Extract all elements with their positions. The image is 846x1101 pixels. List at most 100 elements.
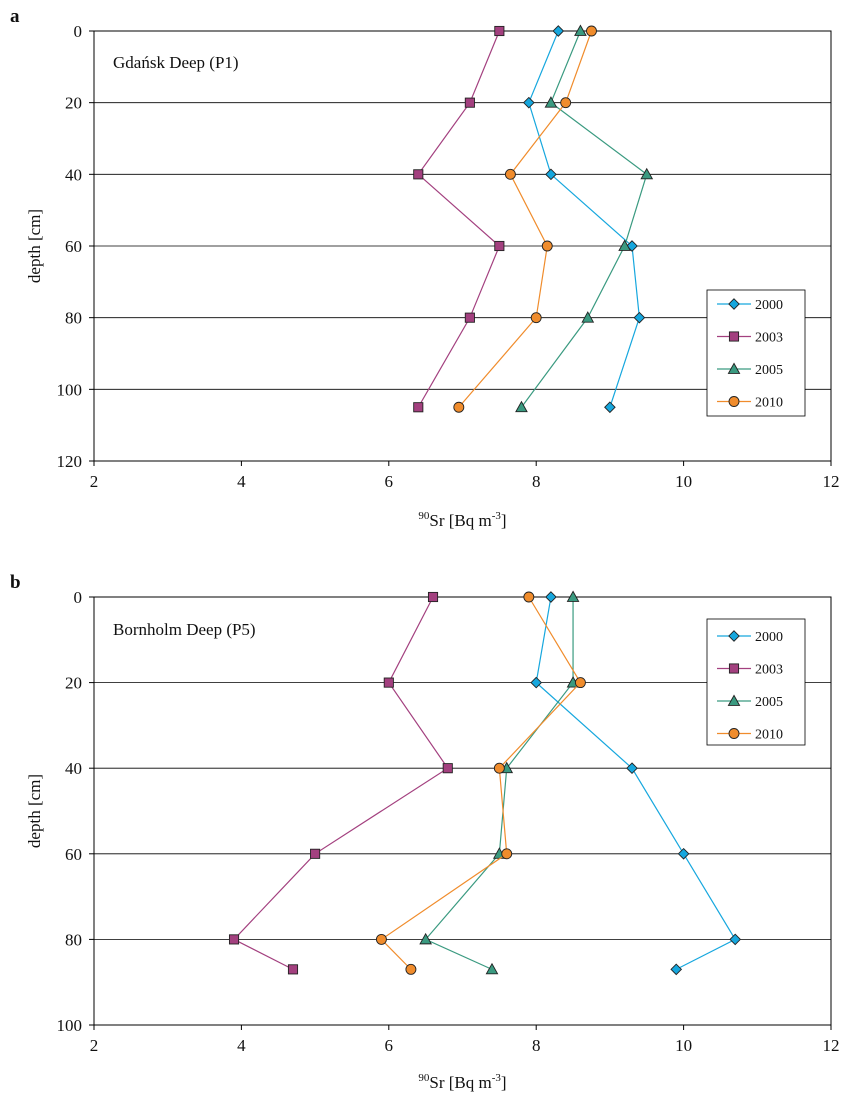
legend-marker-diamond bbox=[728, 630, 740, 642]
x-axis-label-isotope-mass: 90 bbox=[418, 1072, 430, 1084]
legend-marker-circle bbox=[728, 728, 740, 739]
panel-letter: a bbox=[10, 6, 20, 27]
x-tick-label: 10 bbox=[675, 472, 692, 491]
y-tick-label: 0 bbox=[74, 588, 83, 607]
data-point-triangle bbox=[515, 400, 528, 413]
x-axis-label: 90Sr [Bq m-3] bbox=[418, 510, 506, 530]
data-point-triangle bbox=[640, 167, 654, 180]
data-point-diamond bbox=[729, 933, 742, 946]
data-point-triangle bbox=[566, 590, 580, 602]
data-point-circle bbox=[493, 762, 505, 774]
legend-marker-circle bbox=[728, 396, 740, 407]
y-tick-label: 40 bbox=[65, 759, 82, 778]
x-axis-label-close: ] bbox=[501, 511, 507, 530]
data-point-circle bbox=[375, 933, 387, 945]
data-point-circle bbox=[541, 240, 553, 252]
y-tick-label: 20 bbox=[65, 674, 82, 693]
data-point-triangle bbox=[618, 239, 632, 251]
y-tick-label: 80 bbox=[65, 930, 82, 949]
x-tick-label: 8 bbox=[532, 1036, 541, 1055]
plot-frame bbox=[93, 596, 832, 1026]
legend: 2000 2003 2005 2010 bbox=[706, 289, 806, 417]
y-axis-label: depth [cm] bbox=[25, 209, 44, 283]
x-axis-label-isotope-mass: 90 bbox=[418, 510, 430, 522]
x-axis-label-close: ] bbox=[501, 1073, 507, 1092]
series-2005 bbox=[419, 590, 580, 975]
legend-marker-triangle bbox=[727, 362, 741, 374]
series-line bbox=[458, 30, 593, 408]
series-2010 bbox=[453, 25, 597, 413]
y-tick-label: 20 bbox=[65, 94, 82, 113]
x-tick-label: 10 bbox=[675, 1036, 692, 1055]
series-line bbox=[528, 30, 640, 408]
legend-marker-square bbox=[728, 663, 740, 674]
data-point-square bbox=[287, 964, 299, 975]
x-tick-label: 6 bbox=[385, 1036, 394, 1055]
data-point-triangle bbox=[574, 24, 587, 36]
series-2003 bbox=[413, 25, 505, 413]
x-tick-label: 12 bbox=[823, 1036, 840, 1055]
y-tick-label: 60 bbox=[65, 237, 82, 256]
site-label: Bornholm Deep (P5) bbox=[113, 620, 256, 639]
y-tick-label: 40 bbox=[65, 165, 82, 184]
data-point-square bbox=[383, 677, 394, 688]
data-point-circle bbox=[501, 848, 513, 860]
legend-label: 2005 bbox=[755, 363, 783, 378]
x-axis-label-exponent: -3 bbox=[492, 1072, 502, 1084]
x-tick-label: 4 bbox=[237, 472, 246, 491]
legend-label: 2000 bbox=[755, 630, 783, 645]
data-point-diamond bbox=[552, 25, 565, 37]
legend-label: 2000 bbox=[755, 298, 783, 313]
panel-letter: b bbox=[10, 572, 21, 593]
legend-marker-diamond bbox=[728, 298, 740, 310]
x-axis-label-text: Sr [Bq m bbox=[429, 511, 491, 530]
y-tick-label: 100 bbox=[57, 1016, 83, 1035]
data-point-triangle bbox=[485, 962, 499, 975]
y-tick-label: 100 bbox=[57, 380, 83, 399]
series-2005 bbox=[515, 24, 654, 413]
data-point-triangle bbox=[544, 96, 558, 108]
data-point-diamond bbox=[545, 168, 557, 181]
data-point-diamond bbox=[633, 311, 646, 324]
data-point-diamond bbox=[677, 847, 690, 860]
data-point-circle bbox=[574, 677, 586, 689]
data-point-square bbox=[494, 240, 505, 252]
legend: 2000 2003 2005 2010 bbox=[706, 618, 806, 746]
data-point-diamond bbox=[530, 676, 543, 689]
x-tick-label: 12 bbox=[823, 472, 840, 491]
legend-label: 2005 bbox=[755, 695, 783, 710]
data-point-circle bbox=[530, 312, 542, 324]
data-point-triangle bbox=[419, 932, 433, 945]
data-point-square bbox=[427, 591, 439, 603]
series-line bbox=[233, 596, 449, 970]
site-label: Gdańsk Deep (P1) bbox=[113, 53, 239, 72]
legend-label: 2003 bbox=[755, 331, 783, 346]
data-point-circle bbox=[405, 963, 417, 975]
x-axis-label-text: Sr [Bq m bbox=[429, 1073, 491, 1092]
x-tick-label: 8 bbox=[532, 472, 541, 491]
y-tick-label: 0 bbox=[74, 22, 83, 41]
data-point-circle bbox=[453, 401, 465, 413]
data-point-diamond bbox=[522, 96, 535, 109]
data-point-square bbox=[442, 763, 453, 774]
series-line bbox=[520, 30, 648, 408]
data-point-triangle bbox=[581, 311, 595, 323]
data-point-circle bbox=[560, 97, 572, 109]
legend-marker-square bbox=[728, 331, 740, 342]
data-point-square bbox=[413, 402, 424, 413]
y-axis-label: depth [cm] bbox=[25, 774, 44, 848]
data-point-circle bbox=[586, 25, 597, 37]
series-line bbox=[417, 30, 501, 408]
data-point-square bbox=[464, 312, 475, 323]
series-2010 bbox=[375, 591, 586, 975]
x-axis-label-exponent: -3 bbox=[492, 510, 502, 522]
data-point-square bbox=[494, 25, 505, 37]
x-tick-label: 2 bbox=[90, 1036, 99, 1055]
data-point-diamond bbox=[604, 401, 616, 414]
data-point-diamond bbox=[626, 762, 638, 775]
series-line bbox=[535, 596, 737, 970]
x-tick-label: 6 bbox=[385, 472, 394, 491]
legend-label: 2003 bbox=[755, 663, 783, 678]
x-tick-label: 4 bbox=[237, 1036, 246, 1055]
